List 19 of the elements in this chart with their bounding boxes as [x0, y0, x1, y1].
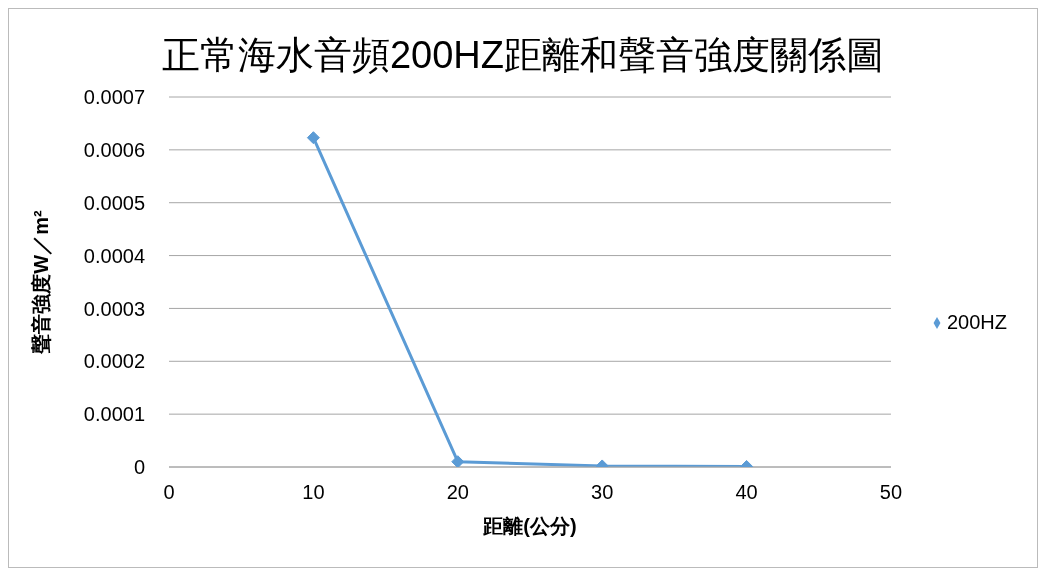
- chart-title: 正常海水音頻200HZ距離和聲音強度關係圖: [160, 33, 886, 78]
- y-axis-title: 聲音強度W／m²: [30, 210, 53, 355]
- y-tick-label: 0.0005: [83, 191, 145, 214]
- x-tick-label: 0: [163, 481, 175, 504]
- legend-label: 200HZ: [946, 310, 1007, 333]
- y-tick-label: 0.0002: [83, 350, 145, 373]
- y-tick-label: 0: [133, 456, 145, 479]
- x-tick-label: 30: [591, 481, 614, 504]
- x-tick-label: 40: [735, 481, 758, 504]
- y-tick-label: 0.0007: [83, 86, 145, 109]
- y-tick-label: 0.0006: [83, 138, 145, 161]
- y-tick-label: 0.0001: [83, 403, 145, 426]
- y-tick-label: 0.0004: [83, 244, 145, 267]
- point: [306, 131, 320, 145]
- x-tick-label: 10: [302, 481, 325, 504]
- y-tick-label: 0.0003: [83, 297, 145, 320]
- x-tick-label: 50: [879, 481, 903, 504]
- x-axis-title: 距離(公分): [482, 515, 577, 537]
- x-tick-label: 20: [446, 481, 469, 504]
